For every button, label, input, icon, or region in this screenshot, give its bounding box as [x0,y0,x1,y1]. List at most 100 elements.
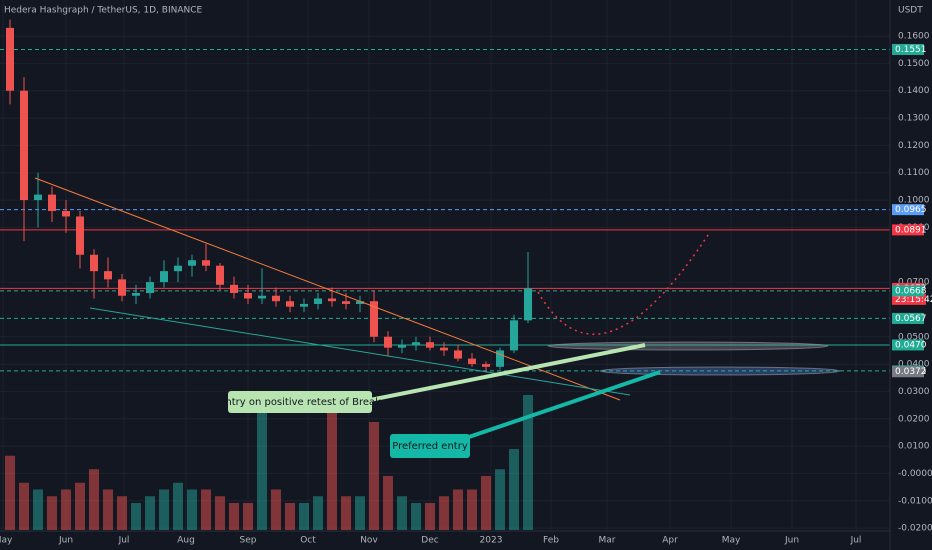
countdown: 23:15:42 [895,295,932,305]
volume-bar [229,503,239,530]
candle-body [104,271,112,280]
y-tick-label: -0.0000 [898,469,932,479]
candle-body [454,350,462,359]
volume-bar [439,496,449,530]
candle-body [356,301,364,304]
y-tick-label: 0.1000 [898,196,930,206]
zone-ellipse [547,341,829,351]
volume-bar [355,496,365,530]
candle-body [48,194,56,212]
candle-body [370,301,378,337]
x-tick-label: May [722,536,741,546]
volume-bar [313,496,323,530]
candle-body [314,298,322,304]
x-tick-label: 2023 [480,536,503,546]
level-label-bg [892,339,924,351]
candle-body [342,301,350,304]
candle-body [426,342,434,348]
volume-bar [523,395,533,530]
arrow-line [459,370,661,442]
candle-body [328,298,336,302]
candle-body [202,260,210,266]
candle-body [216,265,224,285]
volume-bar [89,469,99,530]
candle-body [76,216,84,255]
volume-bar [341,496,351,530]
candle-body [90,254,98,272]
x-tick-label: Jun [784,536,799,546]
candle-body [174,265,182,272]
trendline-lower [89,307,631,396]
y-tick-label: 0.1300 [898,114,930,124]
volume-bar [173,482,183,530]
volume-bar [19,482,29,530]
x-tick-label: Jul [118,536,130,546]
level-label: 0.0965 [895,205,927,215]
volume-bar [5,455,15,530]
y-tick-label: 0.0200 [898,414,930,424]
projection-curve [537,231,711,335]
level-label-bg [892,224,924,236]
level-label: 0.0567 [895,314,927,324]
level-label-bg [892,366,924,378]
x-tick-label: Mar [599,536,616,546]
y-tick-label: 0.1500 [898,59,930,69]
volume-bar [397,496,407,530]
y-tick-label: -0.0200 [898,524,932,534]
x-tick-label: Jun [58,536,73,546]
volume-bar [145,496,155,530]
currency: USDT [898,6,923,16]
candle-body [118,279,126,296]
y-tick-label: 0.0400 [898,360,930,370]
trendline-upper [34,177,621,401]
levels [0,48,890,372]
zone-ellipse [599,366,841,376]
y-tick-label: 0.0100 [898,442,930,452]
volume-bar [117,496,127,530]
annotation: Entry on positive retest of Break [219,397,381,408]
x-tick-label: May [0,536,13,546]
candle-body [62,211,70,217]
candle-body [286,301,294,307]
y-tick-label: 0.1200 [898,141,930,151]
volume-bar [33,489,43,530]
volume-bar [495,469,505,530]
candle-body [496,350,504,367]
volume-bar [61,489,71,530]
level-label-bg [892,43,924,55]
volume-bar [103,489,113,530]
candle-body [6,27,14,91]
volume-bar [411,503,421,530]
annotation: Preferred entry [392,441,468,452]
volume-bar [467,489,477,530]
candle-body [258,295,266,299]
volume-bar [47,496,57,530]
y-tick-label: 0.0700 [898,278,930,288]
level-label: 0.0470 [895,340,927,350]
volume-bar [131,503,141,530]
candle-body [230,284,238,294]
candles [6,19,532,373]
x-tick-label: Jul [850,536,862,546]
volume-bar [425,503,435,530]
y-tick-label: 0.1600 [898,32,930,42]
candle-body [272,295,280,302]
volume-bar [215,496,225,530]
y-tick-label: 0.1100 [898,168,930,178]
volume-bar [383,476,393,530]
volume-bar [257,395,267,530]
candle-body [468,358,476,365]
arrow-line [369,343,646,402]
volume [5,395,533,530]
y-tick-label: -0.0100 [898,496,932,506]
volume-bar [509,449,519,530]
volume-bar [271,489,281,530]
candle-body [524,288,532,321]
volume-bar [243,503,253,530]
volume-bar [75,482,85,530]
level-label-bg [892,285,924,297]
axis: May Jun Jul Aug Sep Oct Nov Dec 2023 Feb Mar Apr May… [0,32,932,546]
candle-body [398,344,406,348]
